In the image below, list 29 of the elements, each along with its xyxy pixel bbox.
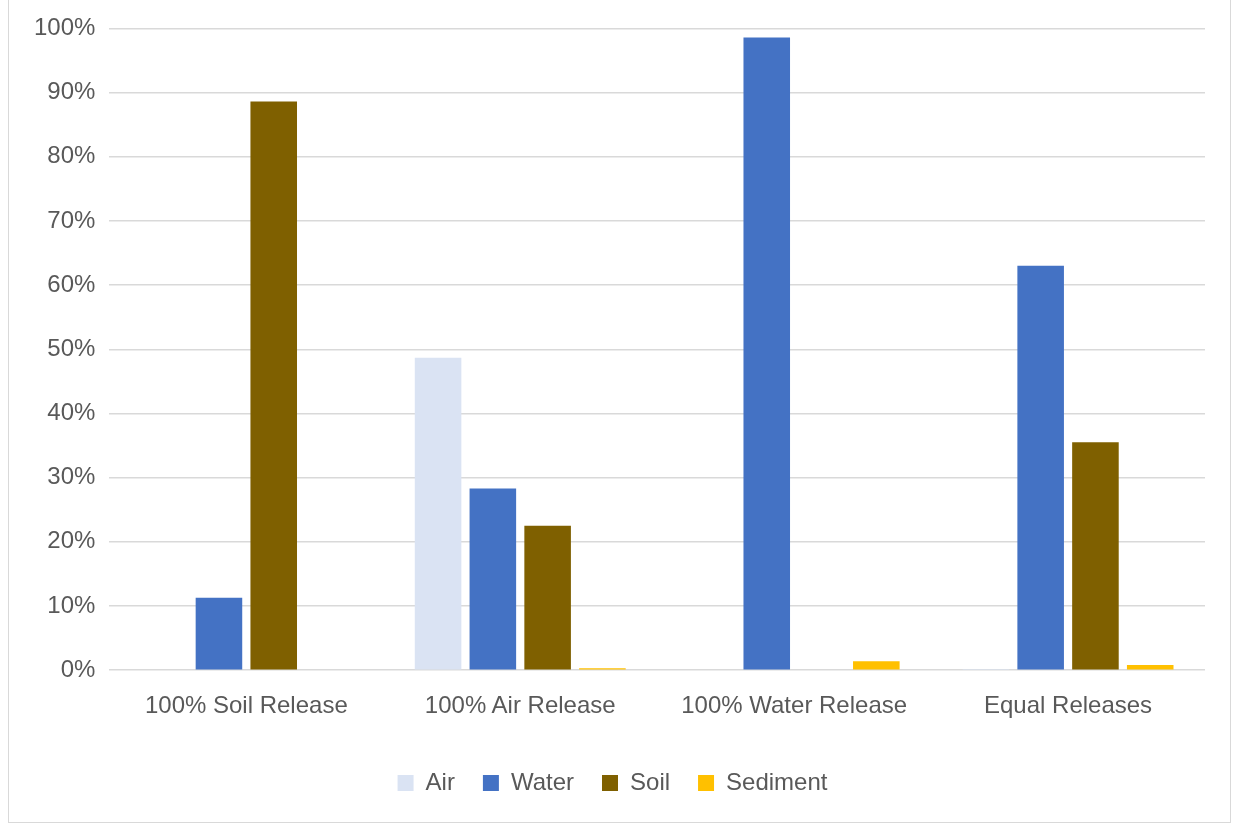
x-tick-label: 100% Air Release: [424, 691, 616, 719]
bar: [1017, 265, 1064, 670]
y-tick-label: 20%: [47, 526, 96, 554]
y-tick-label: 100%: [33, 13, 96, 41]
y-tick-label: 50%: [47, 333, 96, 361]
x-tick-label: 100% Water Release: [681, 691, 908, 719]
y-tick-label: 70%: [47, 205, 96, 233]
legend-label: Sediment: [726, 767, 828, 795]
bar: [195, 597, 243, 670]
x-tick-label: 100% Soil Release: [144, 691, 348, 719]
y-tick-label: 80%: [47, 141, 96, 169]
bar: [1126, 665, 1174, 670]
bar: [524, 525, 571, 670]
y-tick-label: 10%: [47, 590, 96, 618]
y-tick-label: 30%: [47, 462, 96, 490]
legend-label: Water: [510, 767, 575, 795]
legend-label: Soil: [630, 767, 671, 795]
bar: [469, 488, 517, 670]
bar: [853, 661, 900, 670]
y-tick-label: 60%: [47, 269, 96, 297]
legend-label: Air: [425, 767, 455, 795]
bar: [1072, 442, 1119, 670]
y-tick-label: 0%: [60, 654, 96, 682]
bar: [743, 37, 791, 670]
bar: [414, 357, 462, 670]
y-tick-label: 90%: [47, 77, 96, 105]
y-tick-label: 40%: [47, 398, 96, 426]
bar: [250, 101, 298, 670]
x-tick-label: Equal Releases: [983, 691, 1153, 719]
